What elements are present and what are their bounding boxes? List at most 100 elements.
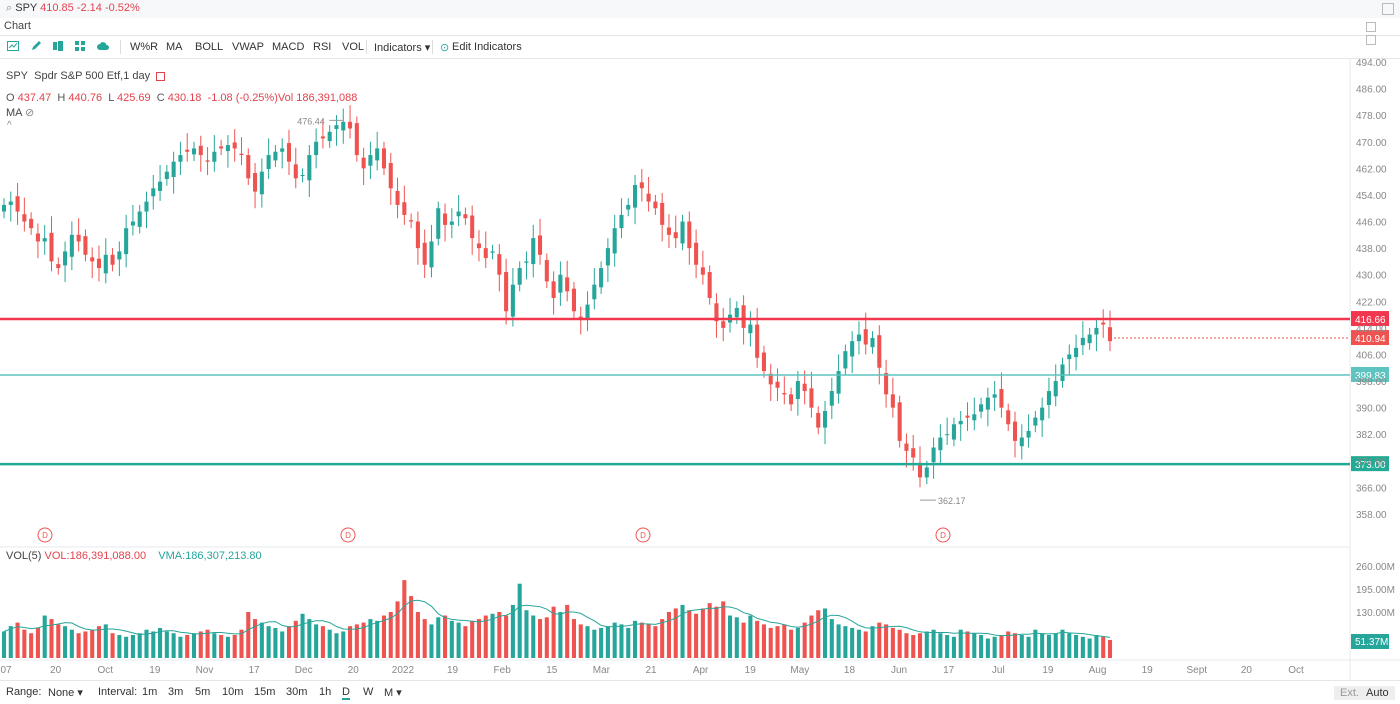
indicator-vwap-button[interactable]: VWAP — [232, 41, 264, 53]
interval-1m[interactable]: 1m — [142, 686, 158, 698]
candle — [144, 201, 149, 212]
volume-bar — [924, 631, 929, 658]
panel-controls[interactable] — [1366, 22, 1392, 45]
volume-bar — [789, 629, 794, 658]
volume-bar — [802, 622, 807, 658]
candle — [117, 251, 122, 260]
price-chart[interactable]: 416.66 399.83 373.00 410.94 51.37M 494.00 486… — [0, 0, 1400, 680]
interval-1h[interactable]: 1h — [319, 686, 332, 698]
candle — [660, 202, 665, 225]
interval-d[interactable]: D — [342, 686, 350, 700]
draw-pencil-icon[interactable] — [30, 40, 42, 52]
candle — [395, 190, 400, 205]
candle — [761, 352, 766, 372]
volume-bar — [639, 622, 644, 658]
dividend-marker[interactable] — [340, 527, 356, 543]
popout-icon[interactable] — [1366, 22, 1376, 32]
candle — [1026, 430, 1031, 438]
legend-remove-icon[interactable] — [156, 71, 166, 81]
high-annotation-label: 476.44 — [297, 116, 325, 126]
ext-button[interactable]: Ext. — [1334, 686, 1365, 700]
visibility-eye-icon[interactable]: ⊘ — [24, 107, 35, 119]
indicators-dropdown[interactable]: Indicators ▾ — [374, 42, 431, 54]
dividend-marker[interactable] — [635, 527, 651, 543]
maximize-icon[interactable] — [1366, 35, 1376, 45]
dividend-marker[interactable] — [37, 527, 53, 543]
range-select[interactable]: None ▾ — [48, 687, 83, 699]
interval-3m[interactable]: 3m — [168, 686, 184, 698]
interval-15m[interactable]: 15m — [254, 686, 276, 698]
volume-bar — [144, 629, 149, 658]
time-tick-label: Nov — [196, 665, 214, 676]
interval-10m[interactable]: 10m — [222, 686, 244, 698]
volume-bar — [531, 615, 536, 658]
candle — [551, 281, 556, 298]
volume-bar — [456, 622, 461, 658]
interval-w[interactable]: W — [363, 686, 374, 698]
time-tick-label: Jul — [992, 665, 1005, 676]
candle — [795, 381, 800, 400]
volume-bar — [171, 633, 176, 658]
volume-bar — [504, 615, 509, 658]
candle — [1060, 364, 1065, 382]
price-tick-label: 430.00 — [1356, 271, 1387, 282]
cloud-icon[interactable] — [97, 40, 109, 52]
candle — [327, 131, 332, 142]
candle — [1046, 391, 1051, 405]
bottom-bar — [0, 680, 1400, 704]
volume-bar — [1012, 633, 1018, 658]
indicator-vol-button[interactable]: VOL — [342, 41, 365, 53]
tab-chart[interactable]: Chart — [4, 20, 31, 32]
support1-price-label: 399.83 — [1355, 371, 1386, 382]
candle — [504, 272, 509, 312]
volume-bar — [673, 608, 678, 658]
time-tick-label: Oct — [1288, 665, 1304, 676]
candle — [1033, 417, 1038, 426]
chart-type-icon[interactable] — [7, 40, 19, 52]
indicator-rsi-button[interactable]: RSI — [313, 41, 332, 53]
candle — [151, 188, 156, 197]
volume-bar — [727, 615, 733, 658]
ma-legend: MA ⊘ — [6, 106, 34, 119]
last-price-tag — [1351, 330, 1389, 346]
grid-icon[interactable] — [74, 40, 86, 52]
volume-bar — [415, 612, 420, 658]
auto-button[interactable]: Auto — [1360, 686, 1395, 700]
candle — [768, 373, 773, 385]
time-tick-label: 21 — [645, 665, 657, 676]
candle — [22, 214, 27, 222]
candle — [205, 160, 210, 162]
indicator-boll-button[interactable]: BOLL — [195, 41, 224, 53]
volume-bar — [286, 626, 292, 658]
edit-indicators-button[interactable]: Edit Indicators — [452, 41, 522, 53]
indicator-ma-button[interactable]: MA — [166, 41, 183, 53]
interval-30m[interactable]: 30m — [286, 686, 308, 698]
volume-bar — [632, 620, 638, 658]
candle — [626, 204, 631, 210]
candle — [449, 221, 454, 225]
indicator-wr-button[interactable]: W%R — [130, 41, 159, 53]
candle — [225, 145, 230, 152]
candle — [592, 284, 597, 300]
volume-bar — [992, 636, 997, 658]
candle — [1101, 322, 1106, 325]
time-tick-label: 07 — [0, 665, 12, 676]
edit-indicators-icon[interactable]: ⊙ — [440, 42, 450, 54]
layout-icon[interactable] — [52, 40, 64, 52]
time-tick-label: Apr — [693, 665, 709, 676]
candle — [1094, 327, 1099, 335]
interval-5m[interactable]: 5m — [195, 686, 211, 698]
volume-bar — [300, 613, 305, 658]
volume-bar — [979, 635, 984, 658]
indicator-macd-button[interactable]: MACD — [272, 41, 305, 53]
collapse-chevron-icon[interactable]: ^ — [7, 120, 12, 131]
window-controls[interactable] — [1382, 3, 1394, 15]
volume-bar — [965, 631, 970, 658]
interval-m[interactable]: M ▾ — [384, 687, 402, 699]
dividend-marker[interactable] — [935, 527, 951, 543]
volume-bar — [69, 629, 74, 658]
dividend-marker-label: D — [640, 531, 646, 540]
ticker-quote[interactable]: ⌕ SPY 410.85 -2.14 -0.52% — [6, 2, 140, 15]
volume-bar — [402, 580, 407, 658]
candle — [531, 238, 536, 265]
